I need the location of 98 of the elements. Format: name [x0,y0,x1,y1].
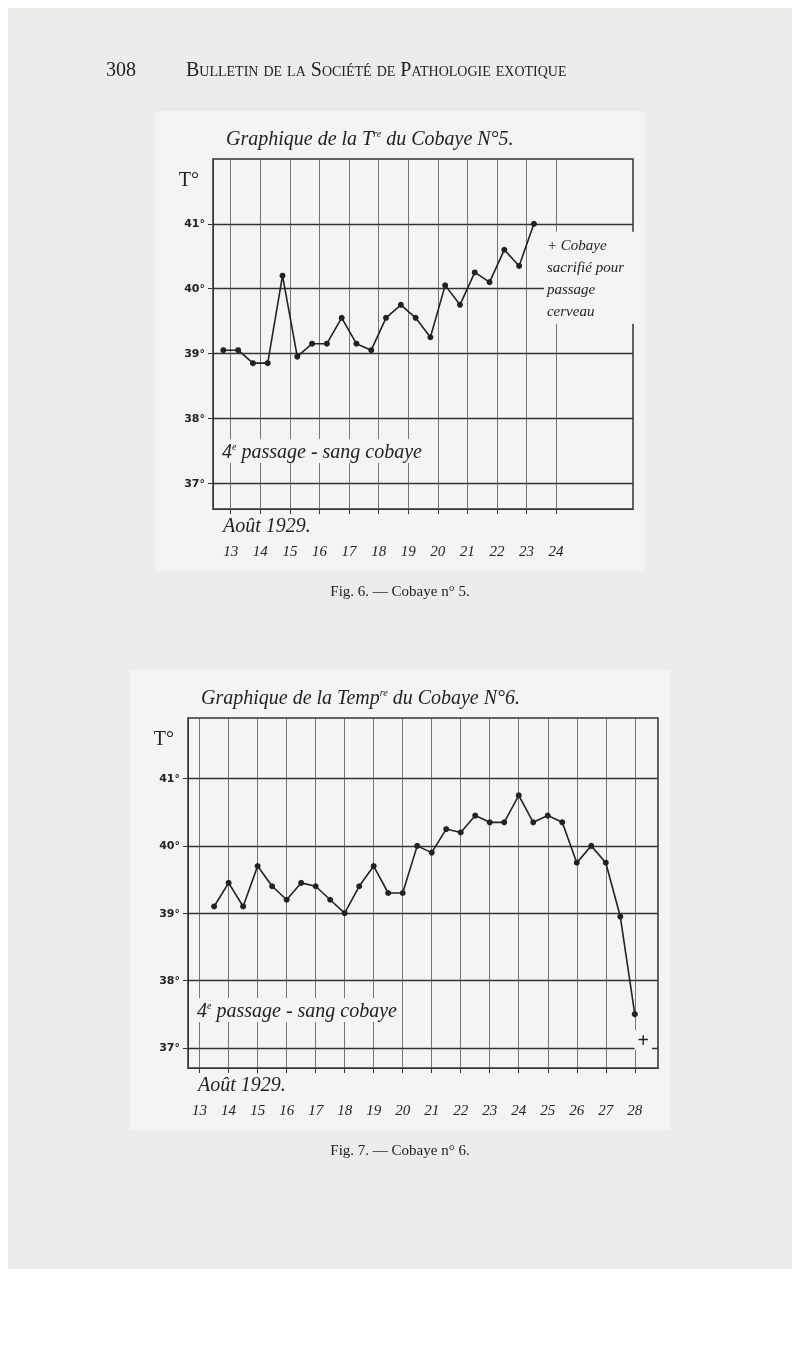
text: 308 [106,58,136,81]
point [370,863,377,870]
x-tick-label: 25 [540,1101,556,1118]
x-tick-label: 16 [311,542,328,559]
x-tick-label: 15 [282,542,298,559]
y-tick-label: 41° [184,217,205,231]
y-axis-title: T° [178,168,199,190]
x-tick-label: 16 [279,1101,295,1118]
point [530,220,537,227]
point [573,859,580,866]
x-tick-label: 26 [569,1101,585,1118]
x-tick-label: 21 [424,1101,440,1118]
point [309,340,316,347]
point [443,826,450,833]
x-tick-label: 14 [221,1101,237,1118]
y-tick-label: 39° [159,906,180,920]
point [235,347,242,354]
x-tick-label: 19 [400,542,417,559]
x-tick-label: 14 [252,542,269,559]
x-axis-title: Août 1929. [221,514,311,536]
point [312,883,319,890]
x-tick-label: 18 [371,542,387,559]
y-axis-title: T° [153,727,174,749]
point [338,314,345,321]
point [530,819,537,826]
point [385,890,392,896]
point [412,314,419,321]
point [442,282,449,289]
x-tick-label: 17 [308,1101,325,1118]
point [544,812,551,819]
point [414,842,421,849]
x-tick-label: 23 [519,542,535,559]
point [501,246,508,253]
point [427,334,434,341]
point [559,819,566,826]
point [399,890,406,896]
point [472,812,479,819]
point [220,347,227,354]
x-tick-label: 20 [395,1101,411,1118]
point [383,314,390,321]
x-tick-label: 24 [511,1101,527,1118]
y-tick-label: 37° [184,476,205,490]
y-tick-label: 40° [159,839,180,853]
x-tick-label: 23 [482,1101,498,1118]
point [294,353,301,360]
caption: Fig. 6. — Cobaye n° 5. [329,583,471,600]
point [368,347,375,354]
x-tick-label: 21 [459,542,475,559]
point [457,829,464,836]
x-tick-label: 22 [489,542,505,559]
point [211,903,218,910]
point [602,859,609,866]
point [327,896,334,903]
point [254,863,261,870]
annotation: + Cobaye sacrifié pour passage cerveau [545,236,628,319]
x-tick-label: 17 [341,542,359,559]
point [240,903,247,910]
x-tick-label: 18 [337,1101,353,1118]
x-tick-label: 28 [627,1101,643,1118]
point [283,896,290,903]
point [249,360,256,367]
y-tick-label: 41° [159,772,180,786]
y-tick-label: 38° [184,411,205,425]
x-tick-label: 22 [453,1101,469,1118]
point [631,1011,638,1018]
caption: Fig. 7. — Cobaye n° 6. [329,1142,471,1159]
point [428,849,435,856]
x-tick-label: 24 [548,542,565,559]
point [225,879,232,886]
point [356,883,363,890]
y-tick-label: 38° [159,974,180,987]
point [353,340,360,347]
point [588,842,595,849]
point [516,262,523,269]
x-tick-label: 13 [223,542,239,559]
point [341,910,348,917]
point [515,792,522,799]
y-tick-label: 40° [184,282,205,296]
point [471,269,478,276]
text: Bulletin de la Société de Pathologie exotique [186,58,567,81]
y-tick-label: 37° [159,1041,180,1055]
y-tick-label: 39° [184,346,205,360]
point [397,301,404,308]
point [298,879,305,886]
x-tick-label: 27 [598,1101,615,1118]
point [456,301,463,308]
point [486,819,493,826]
x-tick-label: 13 [192,1101,208,1118]
annotation: + [637,1029,650,1051]
point [269,883,276,890]
point [323,340,330,347]
x-axis-title: Août 1929. [196,1073,286,1095]
point [264,360,271,367]
x-tick-label: 20 [430,542,446,559]
point [501,819,508,826]
x-tick-label: 15 [250,1101,266,1118]
point [486,279,493,286]
x-tick-label: 19 [366,1101,382,1118]
